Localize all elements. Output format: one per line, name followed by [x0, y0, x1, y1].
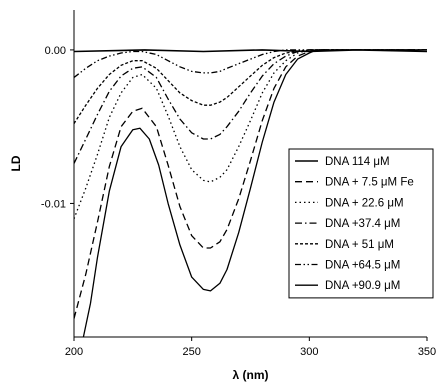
x-ticks: 200 250 300 350: [65, 337, 436, 358]
axes: [73, 10, 427, 338]
legend-label: DNA + 51 μM: [325, 239, 394, 251]
x-tick-label: 250: [182, 346, 200, 358]
legend-label: DNA + 7.5 μM Fe: [325, 177, 414, 189]
x-tick-label: 200: [65, 346, 83, 358]
series-line-6: [74, 49, 427, 79]
legend-label: DNA +64.5 μM: [325, 260, 400, 272]
x-tick-label: 300: [300, 346, 318, 358]
x-axis-title: λ (nm): [233, 368, 269, 382]
legend-label: DNA +37.4 μM: [325, 218, 400, 230]
legend-label: DNA +90.9 μM: [325, 280, 400, 292]
legend: DNA 114 μM DNA + 7.5 μM Fe DNA + 22.6 μM DN…: [288, 148, 434, 299]
series-line-5: [74, 49, 427, 124]
series-line-2: [74, 49, 427, 319]
series-line-3: [74, 49, 427, 220]
y-tick-label: 0.00: [45, 45, 66, 57]
x-tick-label: 350: [418, 346, 436, 358]
y-tick-label: -0.01: [41, 198, 66, 210]
series-line-7: [82, 49, 427, 337]
y-ticks: 0.00 -0.01: [41, 45, 74, 210]
legend-label: DNA 114 μM: [325, 156, 390, 168]
y-axis-title: LD: [9, 155, 23, 171]
series-layer: [74, 49, 427, 337]
series-line-4: [74, 49, 427, 164]
legend-label: DNA + 22.6 μM: [325, 197, 404, 209]
